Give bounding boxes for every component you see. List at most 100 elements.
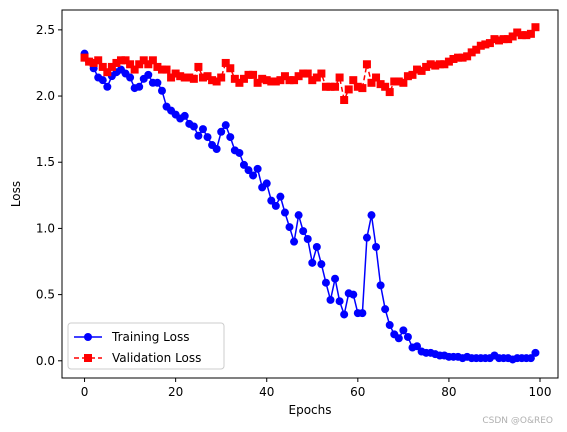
validation-loss-point bbox=[267, 77, 276, 86]
training-loss-point bbox=[362, 233, 371, 242]
training-loss-point bbox=[180, 111, 189, 120]
validation-loss-point bbox=[107, 62, 116, 71]
training-loss-point bbox=[335, 297, 344, 306]
validation-loss-point bbox=[167, 73, 176, 82]
validation-loss-point bbox=[385, 88, 394, 97]
validation-loss-point bbox=[331, 82, 340, 91]
validation-loss-point bbox=[317, 69, 326, 78]
validation-loss-point bbox=[280, 72, 289, 81]
validation-loss-point bbox=[230, 74, 239, 83]
validation-loss-point bbox=[157, 65, 166, 74]
validation-loss-point bbox=[417, 66, 426, 75]
training-loss-point bbox=[226, 133, 235, 142]
validation-loss-point bbox=[85, 57, 94, 66]
training-loss-point bbox=[317, 260, 326, 269]
training-loss-point bbox=[103, 82, 112, 91]
training-loss-point bbox=[239, 160, 248, 169]
validation-loss-point bbox=[116, 56, 125, 65]
validation-loss-point bbox=[203, 72, 212, 81]
validation-loss-point bbox=[408, 70, 417, 79]
y-tick-label: 2.0 bbox=[36, 89, 55, 103]
training-loss-point bbox=[212, 144, 221, 153]
series-layer bbox=[80, 23, 540, 364]
validation-loss-point bbox=[271, 77, 280, 86]
validation-loss-point bbox=[185, 73, 194, 82]
validation-loss-point bbox=[508, 32, 517, 41]
training-loss-point bbox=[262, 179, 271, 188]
validation-loss-point bbox=[372, 73, 381, 82]
validation-loss-point bbox=[344, 85, 353, 94]
training-loss-point bbox=[394, 334, 403, 343]
validation-loss-point bbox=[103, 68, 112, 77]
training-loss-point bbox=[198, 125, 207, 134]
y-tick-label: 1.5 bbox=[36, 155, 55, 169]
training-loss-point bbox=[290, 237, 299, 246]
validation-loss-point bbox=[517, 31, 526, 40]
training-loss-point bbox=[253, 164, 262, 173]
training-loss-point bbox=[217, 127, 226, 136]
x-axis-label: Epochs bbox=[289, 403, 332, 417]
training-loss-point bbox=[271, 201, 280, 210]
y-axis-label: Loss bbox=[9, 181, 23, 207]
validation-loss-point bbox=[299, 69, 308, 78]
validation-loss-point bbox=[435, 60, 444, 69]
validation-loss-point bbox=[513, 28, 522, 37]
y-tick-label: 1.0 bbox=[36, 221, 55, 235]
validation-loss-point bbox=[244, 70, 253, 79]
axes-layer: 0 20 40 60 80 100 0.0 0.5 1.0 1.5 2.0 2.5 bbox=[36, 23, 552, 399]
validation-loss-point bbox=[367, 78, 376, 87]
validation-loss-point bbox=[340, 96, 349, 105]
validation-loss-point bbox=[399, 78, 408, 87]
training-loss-point bbox=[153, 78, 162, 87]
training-loss-point bbox=[244, 166, 253, 175]
training-loss-point bbox=[157, 86, 166, 95]
validation-loss-point bbox=[98, 62, 107, 71]
y-tick-label: 0.0 bbox=[36, 354, 55, 368]
training-loss-point bbox=[221, 121, 230, 130]
validation-loss-point bbox=[94, 56, 103, 65]
validation-loss-point bbox=[176, 72, 185, 81]
validation-loss-point bbox=[326, 82, 335, 91]
training-loss-point bbox=[194, 131, 203, 140]
legend-marker-validation bbox=[84, 354, 92, 362]
training-loss-point bbox=[144, 70, 153, 79]
validation-loss-point bbox=[358, 84, 367, 93]
validation-loss-point bbox=[276, 76, 285, 85]
validation-loss-point bbox=[189, 74, 198, 83]
validation-loss-point bbox=[376, 80, 385, 89]
training-loss-point bbox=[126, 73, 135, 82]
training-loss-point bbox=[376, 281, 385, 290]
legend-item-validation: Validation Loss bbox=[74, 351, 201, 365]
validation-loss-point bbox=[485, 39, 494, 48]
validation-loss-point bbox=[162, 65, 171, 74]
training-loss-point bbox=[98, 76, 107, 85]
training-loss-point bbox=[249, 171, 258, 180]
validation-loss-point bbox=[226, 64, 235, 73]
validation-loss-point bbox=[390, 77, 399, 86]
training-loss-point bbox=[358, 309, 367, 318]
training-loss-point bbox=[203, 133, 212, 142]
training-loss-point bbox=[372, 242, 381, 251]
validation-loss-point bbox=[490, 35, 499, 44]
training-loss-point bbox=[235, 148, 244, 157]
validation-loss-point bbox=[212, 77, 221, 86]
validation-loss-point bbox=[253, 78, 262, 87]
x-tick-label: 20 bbox=[168, 385, 183, 399]
training-loss-point bbox=[381, 305, 390, 314]
training-loss-point bbox=[294, 211, 303, 220]
validation-loss-point bbox=[426, 60, 435, 69]
validation-loss-point bbox=[431, 61, 440, 70]
x-tick-label: 100 bbox=[529, 385, 552, 399]
training-loss-point bbox=[403, 332, 412, 341]
validation-loss-point bbox=[262, 76, 271, 85]
legend: Training Loss Validation Loss bbox=[67, 322, 225, 370]
validation-loss-point bbox=[458, 53, 467, 62]
validation-loss-point bbox=[217, 73, 226, 82]
training-loss-point bbox=[367, 211, 376, 220]
validation-loss-point bbox=[403, 72, 412, 81]
training-loss-point bbox=[135, 82, 144, 91]
training-loss-point bbox=[308, 258, 317, 267]
training-loss-point bbox=[331, 274, 340, 283]
training-loss-point bbox=[285, 223, 294, 232]
